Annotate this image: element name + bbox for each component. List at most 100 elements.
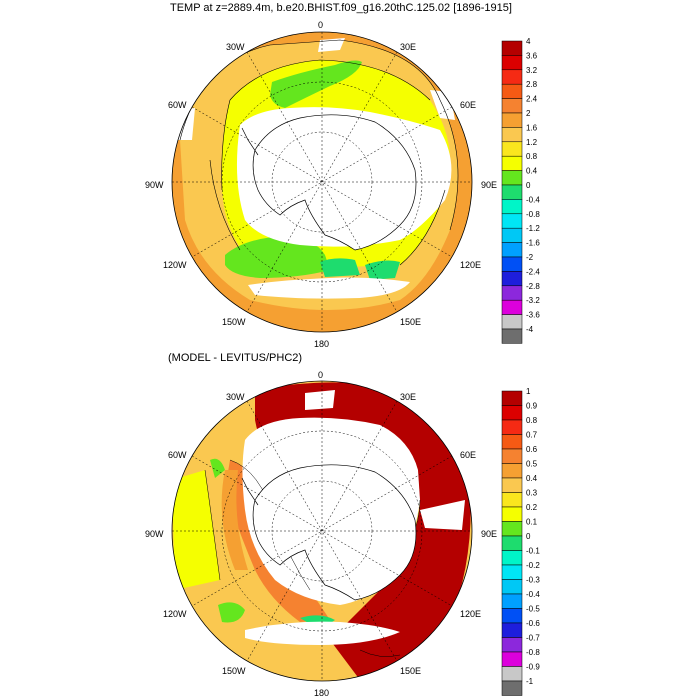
top-colorbar-swatch	[501, 69, 523, 85]
top-colorbar-swatch	[501, 199, 523, 215]
bottom-lon-label: 180	[314, 688, 329, 698]
bottom-colorbar-swatch	[501, 405, 523, 421]
top-colorbar-swatch	[501, 213, 523, 229]
top-colorbar-label: -4	[526, 325, 534, 334]
top-colorbar-label: -3.2	[526, 296, 540, 305]
bottom-colorbar-label: 0.5	[526, 460, 538, 469]
top-colorbar-swatch	[501, 299, 523, 315]
bottom-lon-label: 90W	[145, 529, 164, 539]
top-colorbar-swatch	[501, 127, 523, 143]
top-colorbar-swatch	[501, 98, 523, 114]
top-colorbar-swatch	[501, 227, 523, 243]
bottom-colorbar-swatch	[501, 593, 523, 609]
bottom-colorbar-label: -1	[526, 677, 534, 686]
top-colorbar-label: 0.8	[526, 152, 538, 161]
top-colorbar-swatch	[501, 328, 523, 344]
top-colorbar-label: 4	[526, 37, 531, 46]
top-colorbar-swatch	[501, 314, 523, 330]
bottom-lon-label: 90E	[481, 529, 497, 539]
bottom-colorbar-label: -0.8	[526, 648, 540, 657]
top-colorbar-label: -1.6	[526, 239, 540, 248]
top-colorbar-label: 3.6	[526, 51, 538, 60]
top-lon-label: 90W	[145, 180, 164, 190]
top-colorbar-swatch	[501, 242, 523, 258]
bottom-colorbar-swatch	[501, 666, 523, 682]
top-lon-labels: 0 30E 60E 90E 120E 150E 180 150W 120W 90…	[145, 20, 497, 349]
bottom-colorbar-label: 0.4	[526, 474, 538, 483]
bottom-colorbar-label: -0.1	[526, 547, 540, 556]
top-colorbar-label: 2.4	[526, 95, 538, 104]
top-map-boundary	[171, 31, 473, 333]
top-colorbar-label: 2	[526, 109, 531, 118]
bottom-lon-label: 60W	[168, 450, 187, 460]
bottom-lon-label: 30W	[226, 392, 245, 402]
top-colorbar-label: -2.8	[526, 282, 540, 291]
top-colorbar-label: -2.4	[526, 267, 540, 276]
bottom-colorbar-label: -0.6	[526, 619, 540, 628]
top-colorbar-label: 1.6	[526, 123, 538, 132]
bottom-colorbar-swatch	[501, 651, 523, 667]
top-lon-label: 180	[314, 339, 329, 349]
top-colorbar-label: -1.2	[526, 224, 540, 233]
top-polar-map: 0 30E 60E 90E 120E 150E 180 150W 120W 90…	[145, 20, 497, 349]
top-colorbar-label: -3.6	[526, 311, 540, 320]
bottom-colorbar-swatch	[501, 622, 523, 638]
top-colorbar-label: 0.4	[526, 167, 538, 176]
bottom-colorbar-swatch	[501, 434, 523, 450]
bottom-colorbar-swatch	[501, 477, 523, 493]
top-colorbar-label: 3.2	[526, 66, 538, 75]
bottom-colorbar-swatch	[501, 463, 523, 479]
bottom-colorbar-label: 0.9	[526, 402, 538, 411]
bottom-colorbar-label: 0.6	[526, 445, 538, 454]
top-lon-label: 30W	[226, 42, 245, 52]
bottom-colorbar-swatch	[501, 521, 523, 537]
top-map-title: TEMP at z=2889.4m, b.e20.BHIST.f09_g16.2…	[170, 2, 512, 14]
top-colorbar-swatch	[501, 55, 523, 71]
top-colorbar-swatch	[501, 112, 523, 128]
bottom-colorbar-swatch	[501, 448, 523, 464]
top-colorbar-label: 2.8	[526, 80, 538, 89]
top-colorbar-label: -0.8	[526, 210, 540, 219]
top-lon-label: 150E	[400, 317, 421, 327]
bottom-colorbar-label: 0	[526, 532, 531, 541]
top-colorbar-swatch	[501, 285, 523, 301]
top-colorbar-swatch	[501, 170, 523, 186]
bottom-lon-label: 60E	[460, 450, 476, 460]
bottom-colorbar-swatch	[501, 680, 523, 696]
bottom-map-title: (MODEL - LEVITUS/PHC2)	[168, 352, 303, 364]
top-colorbar-label: -0.4	[526, 195, 540, 204]
bottom-colorbar-label: 1	[526, 387, 531, 396]
bottom-colorbar-swatch	[501, 419, 523, 435]
bottom-colorbar-label: -0.2	[526, 561, 540, 570]
bottom-colorbar-label: 0.8	[526, 416, 538, 425]
top-lon-label: 120W	[163, 260, 187, 270]
bottom-lon-label: 150W	[222, 666, 246, 676]
bottom-colorbar-label: -0.9	[526, 663, 540, 672]
bottom-colorbar-label: 0.2	[526, 503, 538, 512]
bottom-lon-label: 120W	[163, 609, 187, 619]
bottom-colorbar-label: 0.3	[526, 489, 538, 498]
top-lon-label: 150W	[222, 317, 246, 327]
bottom-colorbar-swatch	[501, 390, 523, 406]
bottom-colorbar: 1 0.9 0.8 0.7 0.6 0.5 0.4 0.3 0.2 0.1 0 -0.1 -0.2 -0.…	[501, 387, 540, 696]
top-lon-label: 60W	[168, 100, 187, 110]
top-colorbar-swatch	[501, 271, 523, 287]
top-colorbar-label: -2	[526, 253, 534, 262]
bottom-colorbar-label: -0.4	[526, 590, 540, 599]
bottom-polar-map: 0 30E 60E 90E 120E 150E 180 150W 120W 90…	[145, 370, 497, 698]
bottom-colorbar-swatch	[501, 492, 523, 508]
bottom-lon-label: 120E	[460, 609, 481, 619]
bottom-colorbar-swatch	[501, 535, 523, 551]
bottom-lon-label: 30E	[400, 392, 416, 402]
top-lon-label: 90E	[481, 180, 497, 190]
bottom-colorbar-label: -0.7	[526, 634, 540, 643]
bottom-colorbar-swatch	[501, 564, 523, 580]
bottom-colorbar-swatch	[501, 608, 523, 624]
top-colorbar-label: 0	[526, 181, 531, 190]
bottom-colorbar-swatch	[501, 550, 523, 566]
bottom-colorbar-swatch	[501, 506, 523, 522]
bottom-lon-labels: 0 30E 60E 90E 120E 150E 180 150W 120W 90…	[145, 370, 497, 698]
bottom-colorbar-label: 0.1	[526, 518, 538, 527]
bottom-colorbar-label: 0.7	[526, 431, 538, 440]
